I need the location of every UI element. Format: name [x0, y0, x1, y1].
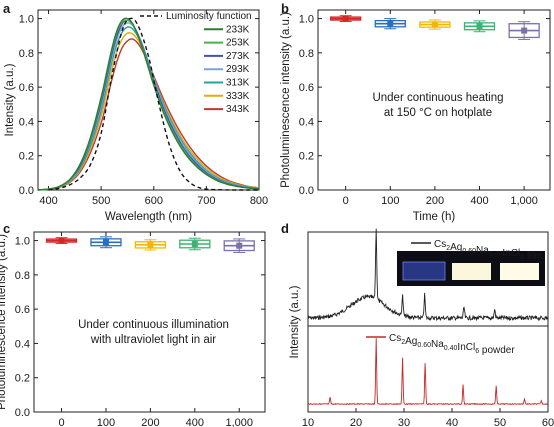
- annotation-line: at 150 °C on hotplate: [384, 107, 492, 119]
- panel-a-line-chart: a 0.0 0.2 0.4 0.6 0.8 1.0 400 500 600 700 800 Wavele…: [3, 1, 268, 223]
- reference-line: [48, 17, 259, 191]
- box-mean-marker: [521, 27, 528, 34]
- plot-frame: [33, 231, 266, 413]
- y-tick-label: 0.8: [299, 48, 314, 60]
- x-tick-label: 30: [398, 417, 410, 427]
- x-tick-label: 700: [197, 195, 215, 207]
- legend-label: Luminosity function: [166, 11, 252, 22]
- y-tick-label: 0.4: [19, 116, 34, 128]
- x-tick-label: 10: [302, 417, 314, 427]
- plot-frame: [37, 9, 260, 191]
- x-tick-label: 100: [381, 195, 399, 207]
- film-pattern-line: [307, 228, 548, 322]
- box-mean-marker: [191, 241, 198, 247]
- panel-c-box-chart: c 0.0 0.2 0.4 0.6 0.8 1.0 0 100 200 400 1,000 Photol…: [0, 221, 266, 427]
- panel-letter: c: [3, 221, 10, 236]
- x-tick-label: 200: [426, 195, 444, 207]
- y-tick-label: 0.0: [299, 185, 314, 197]
- y-tick-label: 1.0: [15, 236, 30, 248]
- legend-label: 293K: [226, 64, 250, 75]
- x-tick-label: 40: [446, 417, 458, 427]
- x-tick-label: 500: [92, 195, 110, 207]
- inset-glowing-film: [452, 263, 491, 280]
- legend-label: 333K: [226, 91, 250, 102]
- box-mean-marker: [431, 21, 438, 28]
- panel-letter: a: [3, 1, 11, 16]
- panel-letter: b: [281, 1, 289, 16]
- x-tick-label: 20: [350, 417, 362, 427]
- y-tick-label: 0.4: [15, 338, 30, 350]
- y-tick-label: 0.2: [299, 151, 314, 163]
- x-tick-label: 400: [470, 195, 488, 207]
- legend-label: 253K: [226, 38, 250, 49]
- plot-frame: [307, 231, 549, 413]
- x-axis-label: Time (h): [413, 211, 456, 223]
- powder-pattern-line: [307, 338, 548, 406]
- y-tick-label: 0.2: [15, 373, 30, 385]
- y-tick-label: 0.4: [299, 116, 314, 128]
- y-tick-label: 0.6: [299, 82, 314, 94]
- box-mean-marker: [236, 242, 243, 249]
- series-line-233K: [37, 17, 260, 191]
- x-tick-label: 400: [186, 417, 204, 427]
- y-axis-label: Intensity (a.u.): [289, 285, 301, 358]
- box-mean-marker: [387, 20, 394, 27]
- y-tick-label: 1.0: [299, 14, 314, 26]
- x-tick-label: 1,000: [510, 195, 538, 207]
- y-tick-label: 1.0: [19, 14, 34, 26]
- x-tick-label: 1,000: [225, 417, 253, 427]
- annotation-line: Under continuous heating: [372, 92, 503, 104]
- box-mean-marker: [147, 241, 154, 248]
- box-mean-marker: [102, 239, 109, 246]
- y-axis-label: Intensity (a.u.): [4, 63, 16, 136]
- legend-label: Cs2Ag0.60Na0.40InCl6 powder: [389, 333, 515, 356]
- inset-unlit-film: [402, 261, 446, 281]
- y-tick-label: 0.8: [19, 48, 34, 60]
- box-mean-marker: [58, 237, 65, 244]
- x-tick-label: 400: [39, 195, 57, 207]
- panel-letter: d: [281, 221, 289, 236]
- x-tick-label: 200: [141, 417, 159, 427]
- x-tick-label: 600: [145, 195, 163, 207]
- box-mean-marker: [476, 23, 483, 30]
- x-tick-label: 800: [250, 195, 268, 207]
- series-line-333K: [37, 32, 260, 191]
- y-tick-label: 0.2: [19, 151, 34, 163]
- y-axis-label: Photoluminescence intensity (a.u.): [0, 234, 8, 410]
- legend-label: 313K: [226, 78, 250, 89]
- inset-glowing-film: [500, 263, 539, 280]
- inset-photo: [397, 251, 545, 286]
- panel-b-box-chart: b 0.0 0.2 0.4 0.6 0.8 1.0 0 100 200 400 1,000 Time (…: [280, 1, 551, 223]
- x-tick-label: 50: [494, 417, 506, 427]
- x-axis-label: Wavelength (nm): [105, 211, 192, 223]
- legend-label: 233K: [226, 24, 250, 35]
- y-axis-label: Photoluminescence intensity (a.u.): [280, 12, 292, 188]
- x-tick-label: 0: [58, 417, 64, 427]
- legend-label: 273K: [226, 51, 250, 62]
- y-tick-label: 0.0: [15, 407, 30, 419]
- y-tick-label: 0.8: [15, 270, 30, 282]
- series-line-343K: [37, 38, 260, 191]
- x-tick-label: 60: [542, 417, 554, 427]
- y-tick-label: 0.6: [19, 82, 34, 94]
- box-mean-marker: [342, 15, 349, 22]
- y-tick-label: 0.0: [19, 185, 34, 197]
- y-tick-label: 0.6: [15, 304, 30, 316]
- legend-label: Cs2Ag0.60Na0.40InCl6 film: [434, 239, 542, 262]
- x-tick-label: 100: [97, 417, 115, 427]
- annotation-line: with ultraviolet light in air: [90, 334, 216, 346]
- x-tick-label: 0: [343, 195, 349, 207]
- legend-label: 343K: [226, 104, 250, 115]
- panel-d-xrd-chart: d 10 20 30 40 50 60 Intensity (a.u.) Cs2Ag0.60Na…: [281, 221, 554, 427]
- plot-frame: [317, 9, 551, 191]
- annotation-line: Under continuous illumination: [78, 319, 229, 331]
